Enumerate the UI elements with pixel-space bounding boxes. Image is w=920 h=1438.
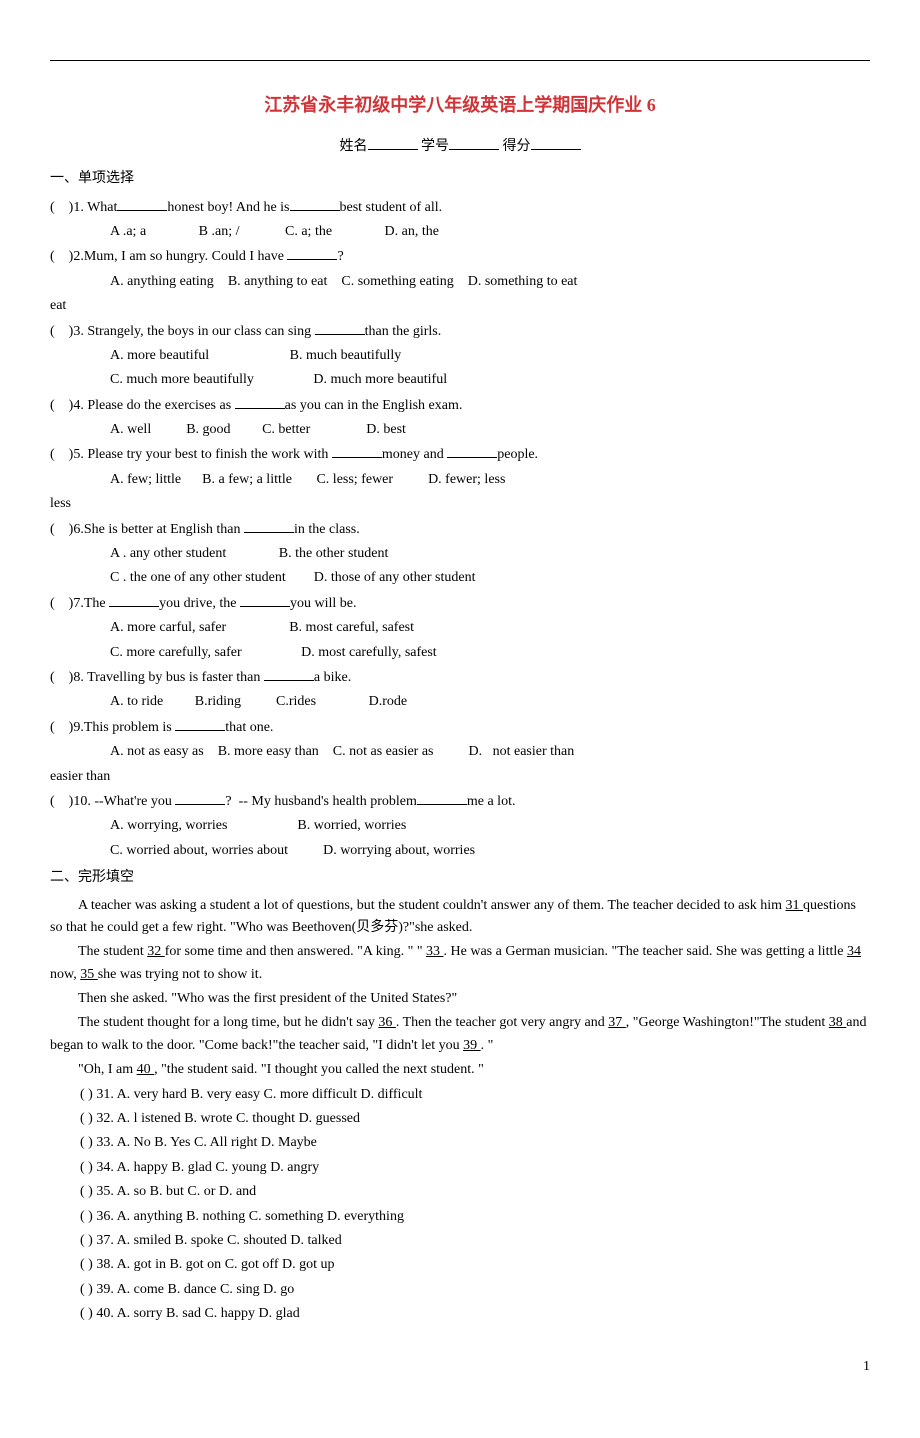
cloze-36: ( ) 36. A. anything B. nothing C. someth…	[50, 1206, 870, 1228]
cloze-40: ( ) 40. A. sorry B. sad C. happy D. glad	[50, 1303, 870, 1325]
page-number: 1	[50, 1356, 870, 1378]
cloze-31: ( ) 31. A. very hard B. very easy C. mor…	[50, 1084, 870, 1106]
cloze-para-4: The student thought for a long time, but…	[50, 1012, 870, 1057]
question-5: ( )5. Please try your best to finish the…	[50, 443, 870, 466]
question-9-options: A. not as easy as B. more easy than C. n…	[50, 741, 870, 763]
question-9: ( )9.This problem is that one.	[50, 716, 870, 739]
question-5-options: A. few; little B. a few; a little C. les…	[50, 469, 870, 491]
question-4: ( )4. Please do the exercises as as you …	[50, 394, 870, 417]
document-title: 江苏省永丰初级中学八年级英语上学期国庆作业 6	[50, 91, 870, 120]
question-2: ( )2.Mum, I am so hungry. Could I have ?	[50, 245, 870, 268]
question-8: ( )8. Travelling by bus is faster than a…	[50, 666, 870, 689]
cloze-38: ( ) 38. A. got in B. got on C. got off D…	[50, 1254, 870, 1276]
question-10: ( )10. --What're you ? -- My husband's h…	[50, 790, 870, 813]
question-6: ( )6.She is better at English than in th…	[50, 518, 870, 541]
top-rule	[50, 60, 870, 61]
cloze-37: ( ) 37. A. smiled B. spoke C. shouted D.…	[50, 1230, 870, 1252]
cloze-para-1: A teacher was asking a student a lot of …	[50, 895, 870, 940]
cloze-35: ( ) 35. A. so B. but C. or D. and	[50, 1181, 870, 1203]
name-label: 姓名	[340, 139, 368, 154]
question-3-options-1: A. more beautiful B. much beautifully	[50, 345, 870, 367]
cloze-para-2: The student 32 for some time and then an…	[50, 941, 870, 986]
question-7: ( )7.The you drive, the you will be.	[50, 592, 870, 615]
question-6-options-2: C . the one of any other student D. thos…	[50, 567, 870, 589]
question-8-options: A. to ride B.riding C.rides D.rode	[50, 691, 870, 713]
question-2-wrap: eat	[50, 295, 870, 317]
cloze-39: ( ) 39. A. come B. dance C. sing D. go	[50, 1279, 870, 1301]
question-9-wrap: easier than	[50, 766, 870, 788]
question-5-wrap: less	[50, 493, 870, 515]
cloze-34: ( ) 34. A. happy B. glad C. young D. ang…	[50, 1157, 870, 1179]
question-1: ( )1. Whathonest boy! And he isbest stud…	[50, 196, 870, 219]
student-info: 姓名 学号 得分	[50, 135, 870, 158]
id-label: 学号	[421, 139, 449, 154]
cloze-33: ( ) 33. A. No B. Yes C. All right D. May…	[50, 1132, 870, 1154]
cloze-32: ( ) 32. A. l istened B. wrote C. thought…	[50, 1108, 870, 1130]
question-10-options-2: C. worried about, worries about D. worry…	[50, 840, 870, 862]
question-2-options: A. anything eating B. anything to eat C.…	[50, 271, 870, 293]
cloze-para-5: "Oh, I am 40 , "the student said. "I tho…	[50, 1059, 870, 1081]
question-1-options: A .a; a B .an; / C. a; the D. an, the	[50, 221, 870, 243]
question-6-options-1: A . any other student B. the other stude…	[50, 543, 870, 565]
section-1-header: 一、单项选择	[50, 168, 870, 190]
question-7-options-2: C. more carefully, safer D. most careful…	[50, 642, 870, 664]
question-3: ( )3. Strangely, the boys in our class c…	[50, 320, 870, 343]
section-2-header: 二、完形填空	[50, 867, 870, 889]
question-10-options-1: A. worrying, worries B. worried, worries	[50, 815, 870, 837]
question-3-options-2: C. much more beautifully D. much more be…	[50, 369, 870, 391]
question-4-options: A. well B. good C. better D. best	[50, 419, 870, 441]
score-label: 得分	[503, 139, 531, 154]
cloze-para-3: Then she asked. "Who was the first presi…	[50, 988, 870, 1010]
question-7-options-1: A. more carful, safer B. most careful, s…	[50, 617, 870, 639]
